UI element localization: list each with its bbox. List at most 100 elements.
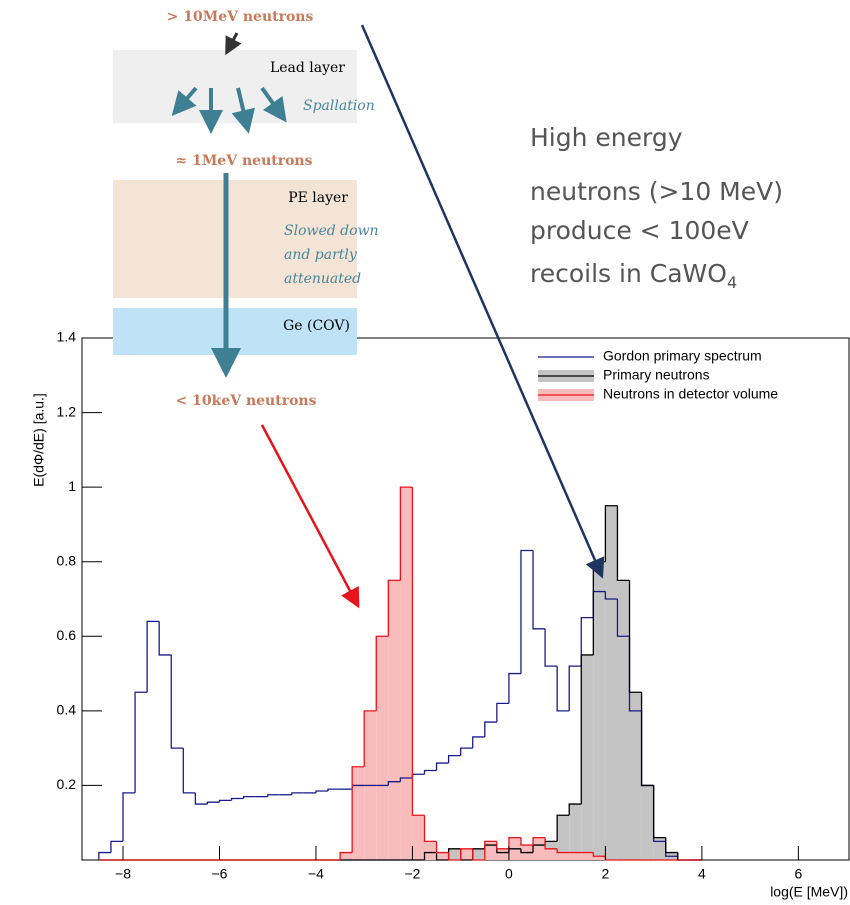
hist-step (327, 788, 341, 792)
y-tick-label: 1.2 (57, 403, 77, 419)
hist-step (447, 754, 461, 764)
hist-bar (424, 841, 437, 860)
hist-bar (484, 841, 497, 860)
hist-step (98, 851, 111, 860)
lead-label: Lead layer (270, 60, 345, 76)
spallation-label: Spallation (303, 98, 375, 114)
hist-step (665, 837, 678, 854)
pe-layer (113, 180, 357, 298)
hist-bar (605, 505, 618, 860)
hist-bar (629, 692, 642, 860)
hist-bar (460, 848, 473, 860)
arrow (225, 32, 242, 56)
hist-step (532, 550, 546, 630)
hist-step (315, 790, 329, 793)
annotation-subscript: 4 (727, 273, 737, 292)
x-tick-label: 2 (601, 866, 609, 882)
hist-bar (400, 487, 413, 860)
hist-step (423, 769, 437, 775)
hist-bar (376, 636, 389, 860)
arrow (260, 424, 360, 609)
hist-step (580, 616, 594, 667)
hist-step (460, 747, 473, 756)
hist-step (568, 803, 582, 816)
hist-step (363, 710, 377, 767)
top-label: > 10MeV neutrons (167, 9, 314, 25)
hist-step (628, 580, 642, 693)
y-tick-label: 0.8 (57, 552, 77, 568)
x-axis-label: log(E [MeV]) (770, 884, 848, 900)
ge-layer (113, 308, 357, 355)
hist-step (230, 797, 244, 801)
hist-bar (545, 848, 558, 860)
x-tick-label: −4 (308, 866, 324, 882)
hist-step (472, 848, 485, 861)
hist-step (218, 799, 232, 803)
hist-step (568, 665, 582, 711)
x-tick-label: 0 (505, 866, 513, 882)
hist-step (110, 840, 124, 853)
hist-bar (581, 852, 594, 860)
hist-bar (557, 815, 570, 860)
hist-step (339, 851, 353, 860)
hist-step (267, 794, 280, 797)
hist-step (496, 702, 509, 723)
hist-bar (569, 804, 582, 860)
hist-step (544, 628, 558, 667)
hist-step (460, 848, 473, 860)
annotation: produce < 100eV (530, 216, 749, 245)
hist-bar (557, 852, 570, 860)
hist-bar (388, 580, 401, 860)
hist-step (435, 762, 449, 771)
hist-step (158, 621, 172, 656)
x-tick-label: −6 (211, 866, 227, 882)
hist-step (182, 748, 196, 794)
hist-step (616, 505, 630, 582)
hist-bar (593, 856, 606, 860)
hist-bar (581, 654, 594, 860)
hist-bar (617, 580, 630, 860)
pe-note: attenuated (284, 271, 361, 287)
hist-bar (472, 848, 485, 860)
y-tick-label: 0.6 (57, 627, 77, 643)
hist-bar (641, 785, 654, 860)
hist-step (375, 635, 389, 711)
x-tick-label: 6 (794, 866, 802, 882)
x-tick-label: −8 (115, 866, 131, 882)
legend-label: Primary neutrons (603, 367, 710, 383)
hist-step (194, 792, 208, 805)
hist-step (520, 837, 534, 846)
hist-step (592, 852, 606, 857)
y-axis-label: E(dΦ/dE) [a.u.] (31, 393, 47, 487)
hist-step (387, 579, 401, 637)
hist-bar (569, 852, 582, 860)
annotation: neutrons (>10 MeV) (530, 177, 783, 206)
hist-bar (533, 837, 546, 860)
hist-step (351, 766, 365, 853)
hist-step (484, 840, 497, 860)
hist-step (146, 620, 160, 693)
legend-label: Gordon primary spectrum (603, 348, 762, 364)
hist-step (484, 721, 497, 737)
hist-step (387, 781, 401, 786)
annotation: recoils in CaWO4 (530, 259, 737, 292)
y-tick-label: 1 (68, 478, 76, 494)
hist-step (291, 792, 304, 795)
hist-step (435, 852, 449, 861)
hist-step (532, 836, 546, 846)
hist-step (616, 599, 630, 637)
hist-step (556, 848, 570, 854)
y-tick-label: 0.2 (57, 776, 77, 792)
y-tick-label: 1.4 (57, 329, 77, 345)
hist-bar (496, 848, 509, 860)
pe-note: and partly (284, 247, 358, 263)
hist-step (508, 836, 521, 849)
arrow (360, 24, 605, 579)
bottom-label: < 10keV neutrons (176, 393, 317, 409)
overlay: > 10MeV neutrons Lead layer Spallation ≈… (113, 9, 783, 609)
hist-bar (653, 837, 666, 860)
hist-step (122, 792, 136, 842)
hist-step (242, 795, 256, 799)
hist-step (544, 837, 558, 850)
